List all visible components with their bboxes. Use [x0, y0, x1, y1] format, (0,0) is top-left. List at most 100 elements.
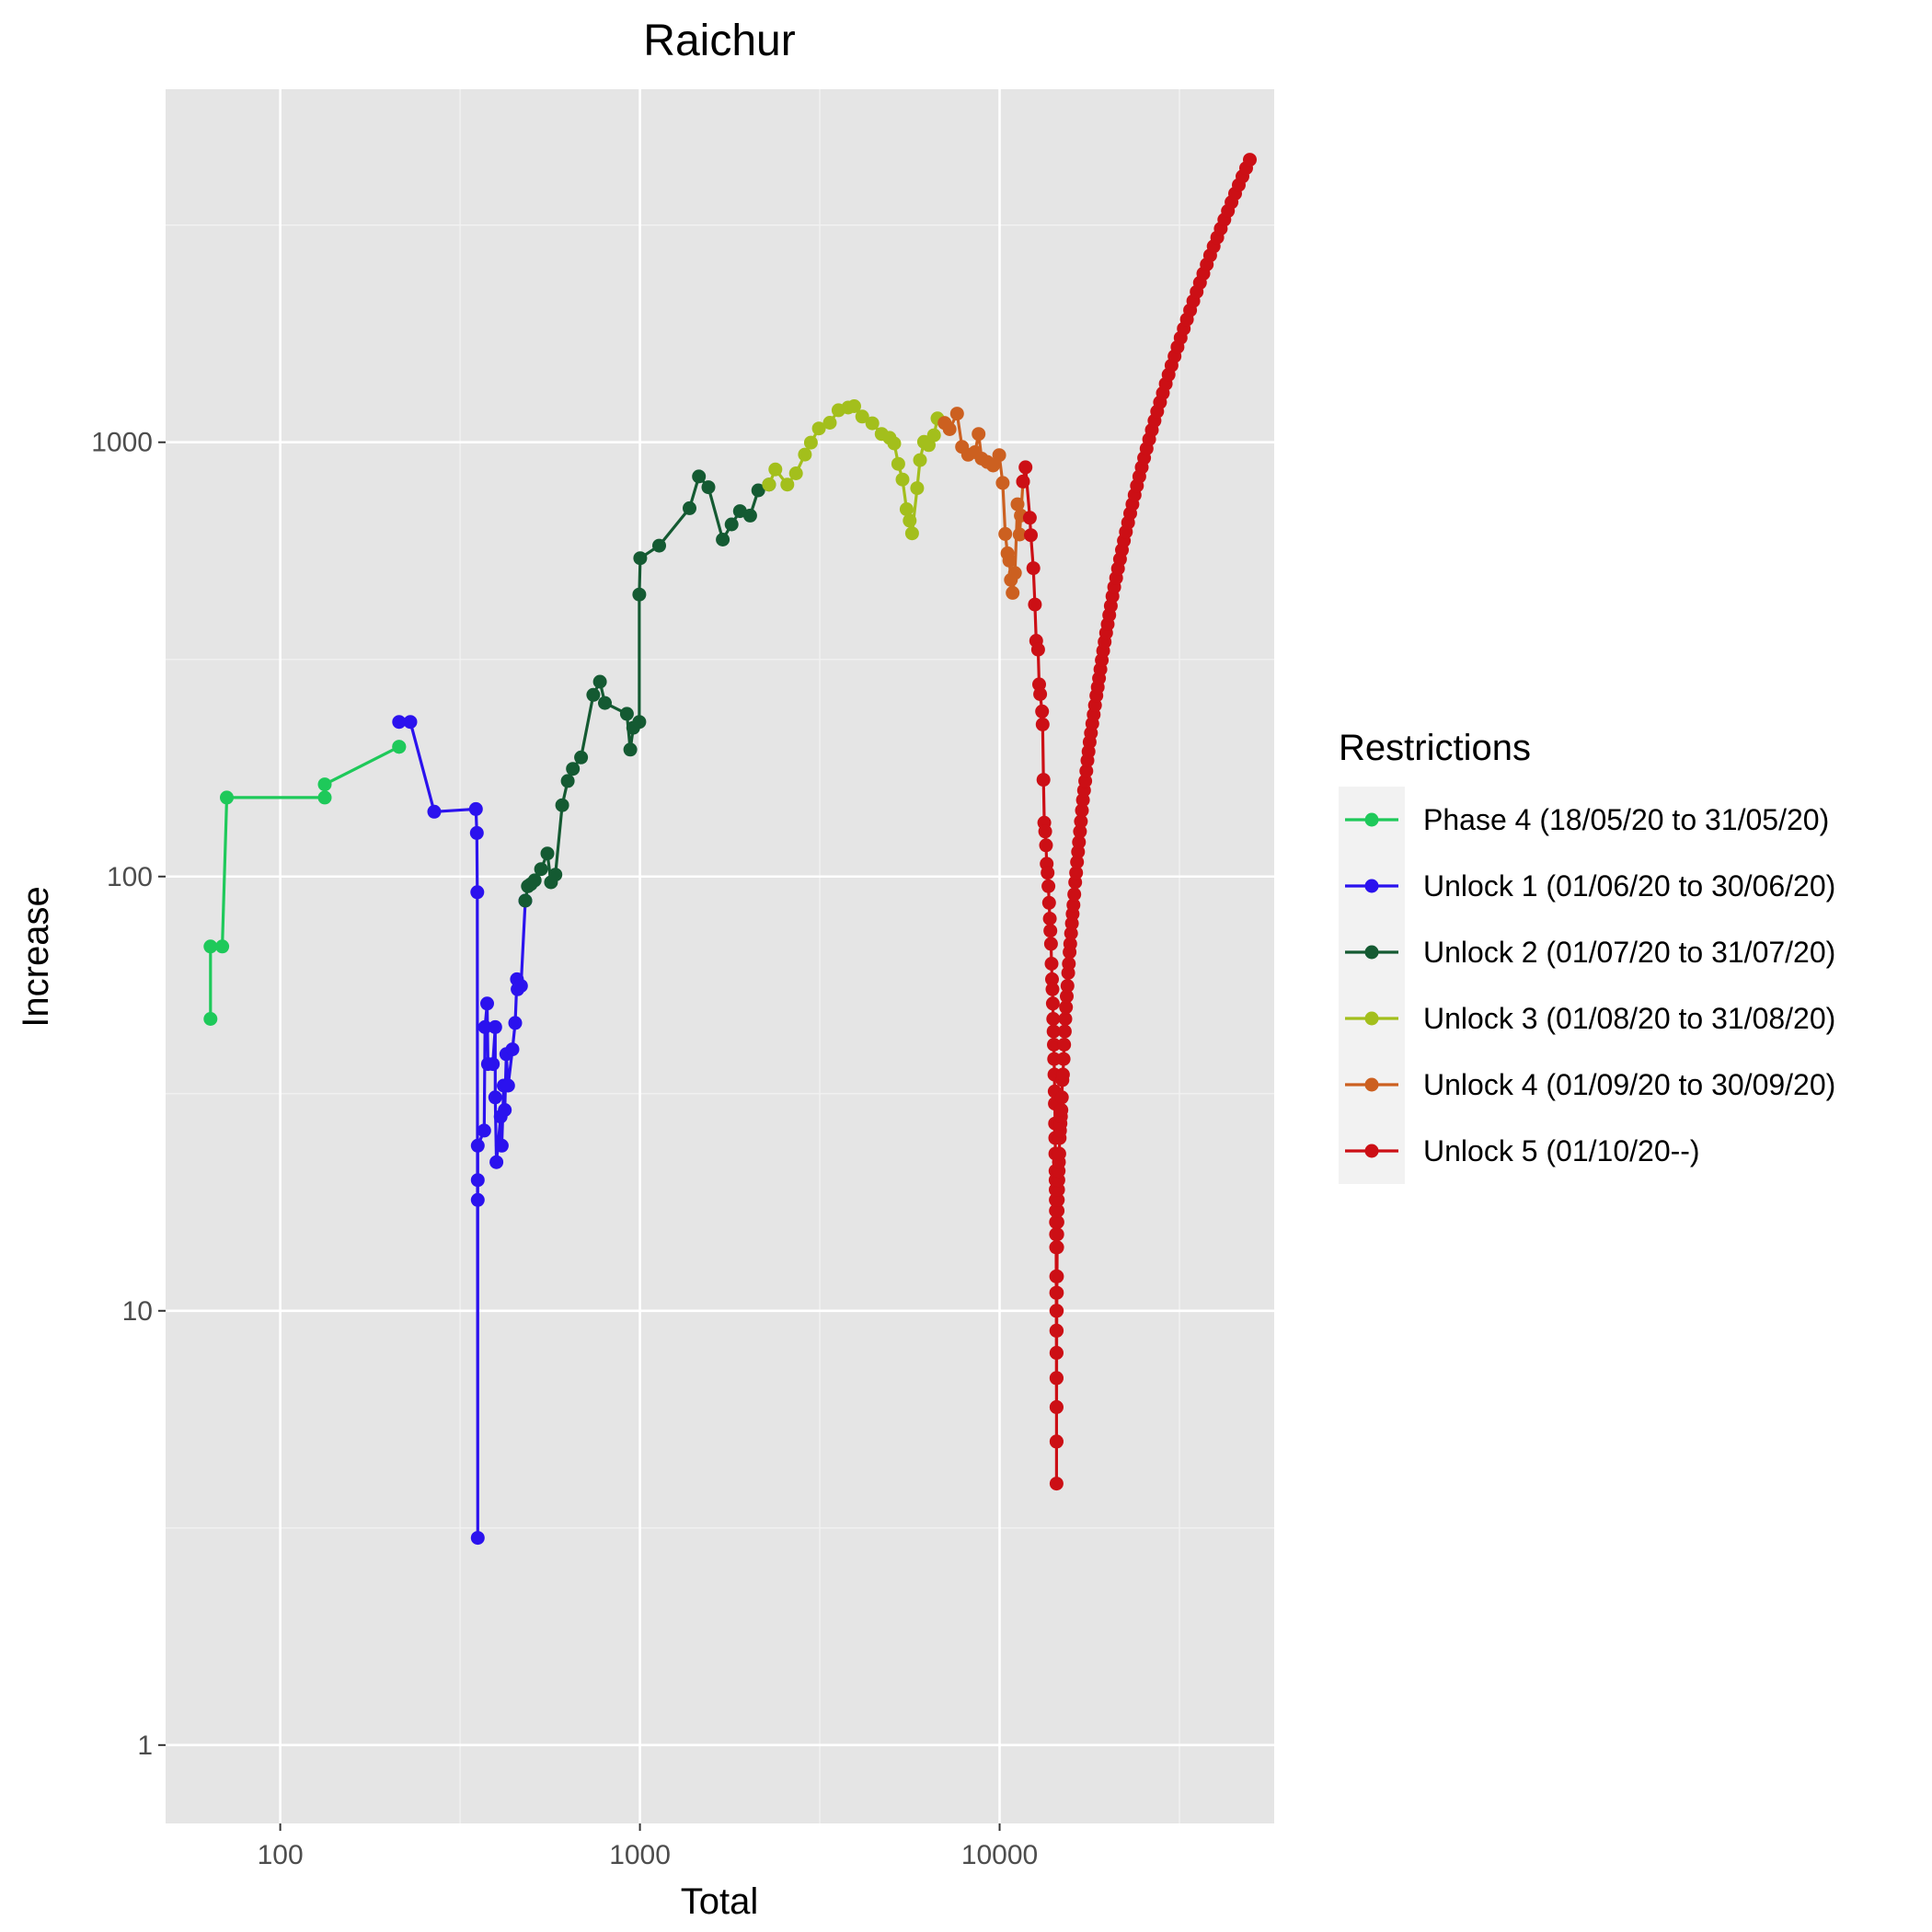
data-point [1006, 585, 1020, 600]
x-axis: 100 1000 10000 [258, 1823, 1038, 1870]
data-point [1041, 879, 1056, 893]
data-point [1035, 704, 1050, 719]
legend-label: Phase 4 (18/05/20 to 31/05/20) [1423, 803, 1829, 836]
data-point [508, 1016, 523, 1030]
data-point [847, 399, 861, 413]
data-point [811, 421, 826, 436]
data-point [1045, 972, 1059, 986]
x-tick-label: 10000 [961, 1840, 1038, 1870]
data-point [942, 422, 957, 436]
data-point [926, 428, 941, 443]
legend-item: Unlock 4 (01/09/20 to 30/09/20) [1345, 1068, 1835, 1101]
legend-key-point [1364, 879, 1379, 893]
data-point [992, 448, 1006, 463]
data-point [1051, 1203, 1065, 1218]
data-point [1070, 855, 1085, 869]
data-point [1060, 979, 1075, 994]
data-point [1002, 553, 1017, 568]
data-point [1030, 642, 1045, 657]
data-point [518, 893, 533, 908]
data-point [317, 790, 332, 805]
major-gridlines [166, 89, 1274, 1823]
data-point [1050, 1240, 1064, 1255]
data-point [1043, 924, 1058, 938]
data-point [1049, 1477, 1064, 1491]
data-point [488, 1090, 502, 1105]
data-point [762, 477, 776, 492]
legend-key-point [1364, 812, 1379, 827]
data-point [203, 939, 218, 954]
data-point [949, 407, 964, 421]
data-point [623, 742, 638, 757]
data-point [392, 715, 407, 730]
data-point [1022, 511, 1037, 525]
data-point [1055, 1067, 1070, 1082]
x-axis-title: Total [681, 1881, 759, 1922]
data-point [480, 996, 494, 1011]
x-tick-label: 1000 [609, 1840, 671, 1870]
data-point [1041, 895, 1056, 910]
data-point [540, 846, 555, 861]
data-point [498, 1103, 512, 1117]
data-point [910, 481, 925, 496]
data-point [1049, 1434, 1064, 1449]
data-point [220, 790, 234, 805]
data-point [513, 979, 528, 994]
legend-item: Unlock 2 (01/07/20 to 31/07/20) [1345, 936, 1835, 969]
data-point [1075, 803, 1089, 818]
data-point [560, 774, 575, 788]
data-point [1058, 1012, 1073, 1026]
x-tick-label: 100 [258, 1840, 304, 1870]
data-point [1012, 527, 1027, 542]
data-point [899, 502, 914, 516]
data-point [586, 687, 601, 702]
data-point [1044, 957, 1059, 971]
data-point [1010, 497, 1025, 512]
data-point [1050, 1227, 1064, 1242]
data-point [427, 804, 442, 819]
legend-key-background [1339, 787, 1405, 1184]
data-point [574, 750, 589, 765]
data-point [780, 477, 795, 492]
legend-title: Restrictions [1339, 728, 1531, 768]
data-point [1063, 937, 1077, 951]
chart-title: Raichur [643, 17, 795, 65]
data-point [1007, 566, 1022, 581]
data-point [1046, 1024, 1061, 1039]
data-point [1243, 153, 1257, 167]
data-point [986, 458, 1000, 473]
data-point [477, 1123, 491, 1138]
y-axis-title: Increase [16, 886, 56, 1027]
data-point [1074, 814, 1088, 829]
legend-label: Unlock 1 (01/06/20 to 30/06/20) [1423, 869, 1835, 903]
data-point [692, 469, 707, 484]
data-point [1046, 1012, 1061, 1026]
data-point [470, 1192, 485, 1207]
data-point [1050, 1214, 1064, 1229]
data-point [1024, 528, 1038, 543]
y-tick-label: 100 [107, 862, 153, 892]
legend-items: Phase 4 (18/05/20 to 31/05/20) Unlock 1 (… [1345, 803, 1835, 1167]
y-tick-label: 1 [137, 1731, 153, 1761]
data-point [1054, 1103, 1069, 1117]
data-point [555, 798, 569, 812]
data-point [468, 801, 483, 816]
y-axis: 1 10 100 1000 [91, 428, 166, 1761]
data-point [822, 416, 837, 430]
y-tick-label: 1000 [91, 428, 153, 458]
data-point [203, 1012, 218, 1026]
data-point [1066, 898, 1081, 913]
data-point [632, 587, 647, 602]
data-point [716, 533, 730, 546]
data-point [903, 513, 917, 528]
data-point [548, 868, 563, 882]
data-point [470, 1531, 485, 1546]
data-point [1064, 926, 1078, 940]
data-point [403, 715, 418, 730]
legend-key-point [1364, 945, 1379, 960]
data-point [632, 715, 647, 730]
data-point [1036, 773, 1051, 788]
data-point [592, 674, 607, 689]
data-point [1050, 1346, 1064, 1360]
data-point [865, 416, 880, 431]
